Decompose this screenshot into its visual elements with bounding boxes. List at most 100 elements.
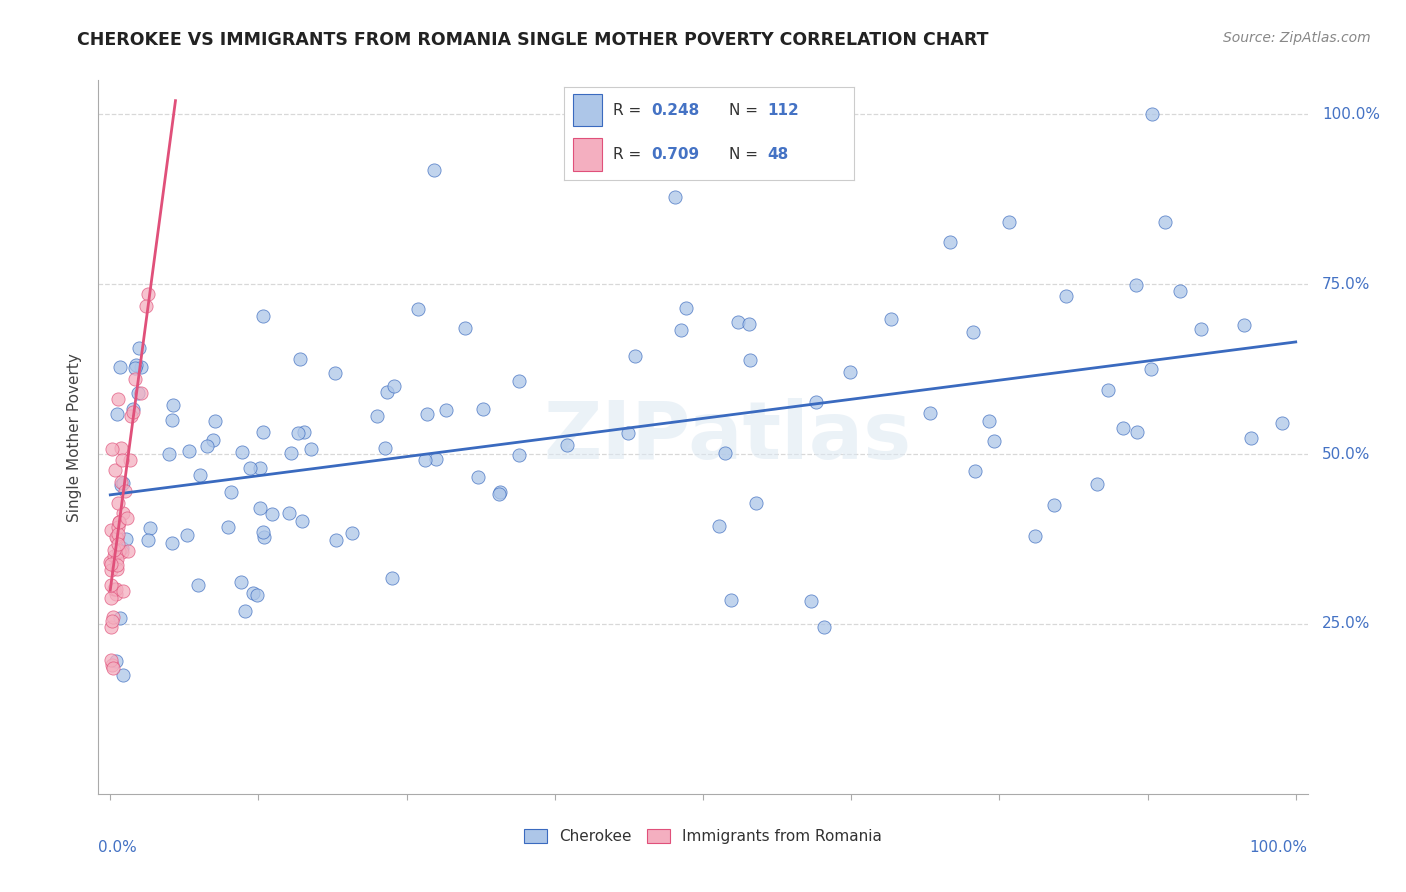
Point bbox=[195, 439, 218, 453]
Point bbox=[800, 593, 823, 607]
Point bbox=[204, 414, 226, 428]
Point bbox=[136, 533, 159, 547]
Point bbox=[162, 536, 184, 550]
Point bbox=[105, 529, 128, 543]
Point bbox=[617, 425, 640, 440]
Point bbox=[413, 452, 436, 467]
Point bbox=[114, 483, 136, 498]
Point bbox=[103, 463, 125, 477]
Point bbox=[124, 372, 146, 386]
Point bbox=[292, 425, 315, 439]
Point bbox=[111, 545, 134, 559]
Point bbox=[105, 531, 128, 545]
Text: ZIPatlas: ZIPatlas bbox=[543, 398, 911, 476]
Point bbox=[135, 299, 157, 313]
Text: CHEROKEE VS IMMIGRANTS FROM ROMANIA SINGLE MOTHER POVERTY CORRELATION CHART: CHEROKEE VS IMMIGRANTS FROM ROMANIA SING… bbox=[77, 31, 988, 49]
Point bbox=[176, 527, 198, 541]
Point bbox=[107, 544, 129, 558]
Text: 0.0%: 0.0% bbox=[98, 840, 138, 855]
Point bbox=[472, 402, 495, 417]
Point bbox=[252, 525, 274, 540]
Y-axis label: Single Mother Poverty: Single Mother Poverty bbox=[67, 352, 83, 522]
Point bbox=[707, 519, 730, 533]
Point bbox=[1233, 318, 1256, 333]
Point bbox=[880, 312, 903, 326]
Point bbox=[488, 485, 510, 500]
Text: 25.0%: 25.0% bbox=[1322, 616, 1371, 632]
Point bbox=[342, 526, 364, 541]
Point bbox=[1097, 383, 1119, 397]
Point bbox=[381, 571, 404, 585]
Point bbox=[1271, 416, 1294, 430]
Point bbox=[125, 358, 148, 372]
Point bbox=[118, 452, 141, 467]
Point bbox=[110, 611, 132, 625]
Point bbox=[129, 360, 152, 375]
Point bbox=[239, 461, 262, 475]
Point bbox=[1140, 107, 1163, 121]
Point bbox=[246, 588, 269, 602]
Point bbox=[217, 520, 239, 534]
Point bbox=[252, 309, 274, 323]
Point bbox=[103, 542, 125, 557]
Point bbox=[100, 555, 122, 569]
Point bbox=[740, 352, 762, 367]
Point bbox=[1126, 425, 1149, 440]
Point bbox=[434, 402, 457, 417]
Point bbox=[110, 441, 132, 455]
Point bbox=[111, 541, 134, 556]
Point bbox=[416, 408, 439, 422]
Point bbox=[366, 409, 388, 423]
Point bbox=[1042, 498, 1064, 512]
Point bbox=[117, 544, 139, 558]
Point bbox=[253, 530, 276, 544]
Point bbox=[375, 385, 398, 400]
Point bbox=[965, 464, 987, 478]
Point bbox=[107, 520, 129, 534]
Point bbox=[162, 398, 184, 412]
Point bbox=[423, 162, 446, 177]
Point bbox=[280, 446, 302, 460]
Point bbox=[108, 360, 131, 375]
Point bbox=[664, 190, 686, 204]
Point bbox=[325, 367, 347, 381]
Point bbox=[108, 515, 131, 529]
Point bbox=[136, 287, 159, 301]
Point bbox=[101, 610, 124, 624]
Point bbox=[138, 521, 160, 535]
Point bbox=[100, 523, 122, 537]
Point bbox=[111, 452, 134, 467]
Point bbox=[101, 442, 124, 456]
Point bbox=[110, 478, 132, 492]
Point bbox=[1125, 278, 1147, 293]
Point bbox=[110, 475, 132, 490]
Legend: Cherokee, Immigrants from Romania: Cherokee, Immigrants from Romania bbox=[517, 823, 889, 850]
Point bbox=[508, 374, 530, 388]
Point bbox=[508, 448, 530, 462]
Point bbox=[1168, 284, 1191, 298]
Text: Source: ZipAtlas.com: Source: ZipAtlas.com bbox=[1223, 31, 1371, 45]
Point bbox=[105, 558, 128, 572]
Text: 75.0%: 75.0% bbox=[1322, 277, 1371, 292]
Point bbox=[124, 361, 146, 376]
Point bbox=[738, 317, 761, 331]
Point bbox=[804, 395, 827, 409]
Point bbox=[1240, 431, 1263, 445]
Point bbox=[623, 349, 645, 363]
Point bbox=[488, 486, 510, 500]
Point bbox=[425, 452, 447, 467]
Point bbox=[669, 323, 692, 337]
Point bbox=[1154, 215, 1177, 229]
Point bbox=[107, 392, 129, 406]
Point bbox=[100, 563, 122, 577]
Point bbox=[114, 532, 136, 546]
Point bbox=[249, 501, 271, 516]
Point bbox=[720, 593, 742, 607]
Point bbox=[675, 301, 697, 316]
Point bbox=[714, 446, 737, 460]
Point bbox=[233, 604, 256, 618]
Point bbox=[105, 562, 128, 576]
Point bbox=[111, 668, 134, 682]
Point bbox=[101, 658, 124, 673]
Point bbox=[100, 577, 122, 591]
